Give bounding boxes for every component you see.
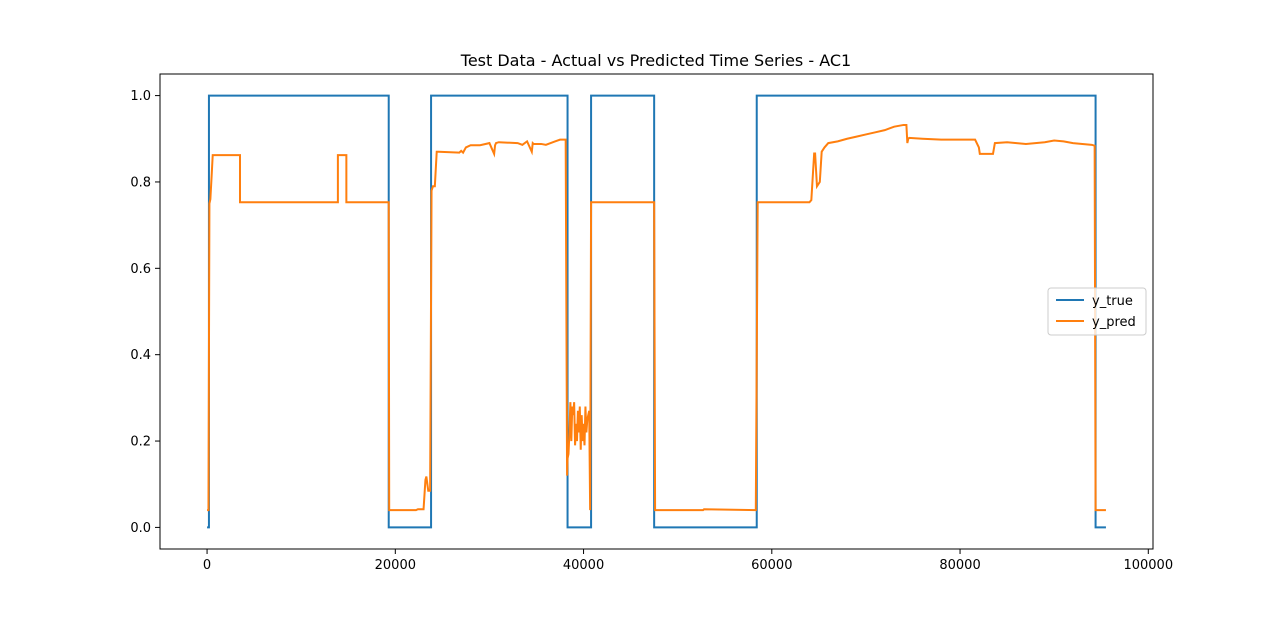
y-tick-label: 0.2 <box>130 435 151 450</box>
x-tick-label: 0 <box>203 558 211 573</box>
x-tick-label: 60000 <box>751 558 792 573</box>
x-tick-label: 100000 <box>1123 558 1173 573</box>
y-tick-label: 1.0 <box>130 89 151 104</box>
x-tick-label: 80000 <box>939 558 980 573</box>
x-tick-label: 40000 <box>563 558 604 573</box>
x-tick-label: 20000 <box>375 558 416 573</box>
chart-title: Test Data - Actual vs Predicted Time Ser… <box>460 51 851 70</box>
legend-label-y-true: y_true <box>1092 294 1133 309</box>
axes-frame <box>159 73 1154 550</box>
y-tick-label: 0.8 <box>130 175 151 190</box>
series-line-y-pred <box>207 123 1106 512</box>
y-tick-label: 0.6 <box>130 262 151 277</box>
series-line-y-true <box>207 94 1106 529</box>
plot-area <box>207 94 1106 529</box>
y-tick-label: 0.0 <box>130 521 151 536</box>
y-tick-label: 0.4 <box>130 348 151 363</box>
legend: y_true y_pred <box>1047 287 1147 336</box>
x-axis: 0 20000 40000 60000 80000 100000 <box>203 549 1173 573</box>
legend-label-y-pred: y_pred <box>1092 315 1136 330</box>
y-axis: 0.0 0.2 0.4 0.6 0.8 1.0 <box>130 89 160 536</box>
